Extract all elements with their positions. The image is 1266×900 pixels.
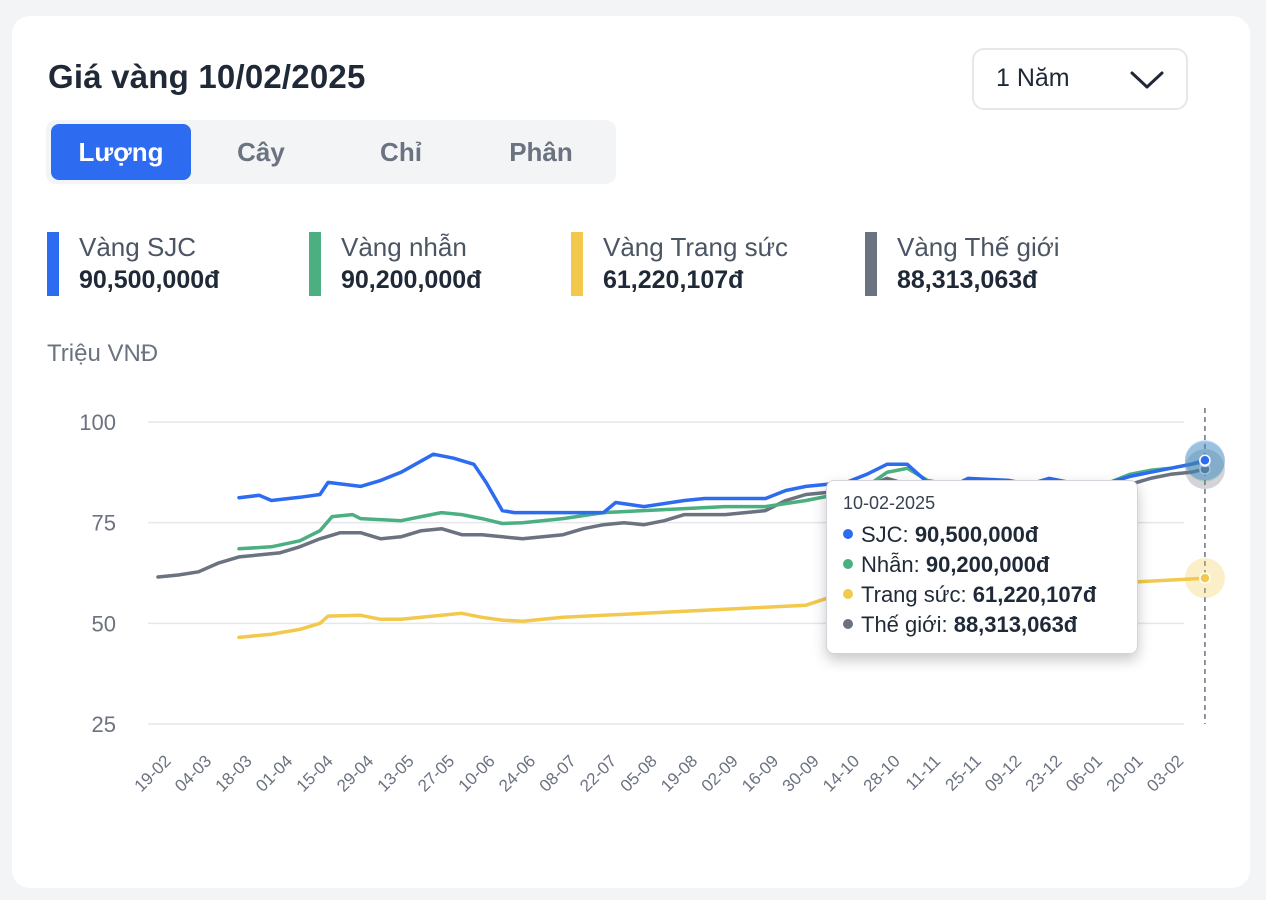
x-tick-label: 08-07 [536, 751, 580, 795]
legend-value: 88,313,063đ [897, 266, 1038, 294]
x-tick-label: 06-01 [1062, 751, 1106, 795]
tab-chi[interactable]: Chỉ [380, 136, 422, 167]
legend-color-bar [865, 232, 877, 296]
unit-tabs: Lượng Cây Chỉ Phân [46, 120, 616, 184]
tooltip-dot [843, 589, 853, 600]
x-tick-label: 23-12 [1022, 751, 1066, 795]
period-select-value: 1 Năm [996, 64, 1070, 92]
tooltip-dot [843, 559, 853, 570]
legend-color-bar [571, 232, 583, 296]
tooltip-label: SJC: [861, 522, 909, 547]
legend-color-bar [309, 232, 321, 296]
legend-value: 90,500,000đ [79, 266, 220, 294]
series-line-0 [237, 452, 1207, 515]
x-tick-label: 13-05 [374, 751, 418, 795]
x-tick-label: 04-03 [171, 751, 215, 795]
period-select[interactable]: 1 Năm [972, 48, 1188, 110]
x-tick-label: 15-04 [293, 751, 337, 795]
x-tick-label: 27-05 [414, 751, 458, 795]
x-tick-label: 11-11 [902, 751, 944, 793]
legend-name: Vàng SJC [79, 232, 197, 262]
tooltip-row-trang-suc: Trang sức: 61,220,107đ [843, 580, 1137, 610]
y-axis-unit-label: Triệu VNĐ [47, 340, 159, 367]
x-tick-label: 25-11 [942, 751, 985, 794]
tooltip-dot [843, 529, 853, 540]
tooltip-row-nhan: Nhẫn: 90,200,000đ [843, 550, 1137, 580]
legend-value: 61,220,107đ [603, 266, 744, 294]
x-tick-label: 30-09 [779, 751, 823, 795]
y-tick-label: 100 [79, 410, 116, 435]
x-tick-label: 09-12 [981, 751, 1025, 795]
tooltip-value: 88,313,063đ [953, 612, 1078, 637]
legend-name: Vàng Trang sức [603, 232, 789, 262]
legend-value: 90,200,000đ [341, 266, 482, 294]
x-tick-label: 28-10 [860, 751, 904, 795]
tooltip-row-sjc: SJC: 90,500,000đ [843, 520, 1137, 550]
x-tick-label: 05-08 [617, 751, 661, 795]
tooltip-value: 90,200,000đ [925, 552, 1050, 577]
hover-point [1199, 572, 1211, 584]
x-tick-label: 14-10 [819, 751, 863, 795]
tab-luong[interactable]: Lượng [51, 124, 191, 180]
legend-name: Vàng nhẫn [341, 232, 467, 262]
chevron-down-icon [1130, 71, 1164, 89]
x-tick-label: 20-01 [1103, 751, 1147, 795]
tooltip-date: 10-02-2025 [843, 493, 936, 513]
y-tick-label: 25 [92, 712, 116, 737]
chart-tooltip: 10-02-2025 SJC: 90,500,000đ Nhẫn: 90,200… [826, 480, 1138, 654]
x-tick-label: 22-07 [576, 751, 620, 795]
tooltip-value: 90,500,000đ [914, 522, 1039, 547]
x-tick-label: 03-02 [1143, 751, 1187, 795]
x-tick-label: 18-03 [212, 751, 256, 795]
x-tick-label: 01-04 [252, 751, 296, 795]
x-tick-label: 19-02 [131, 751, 175, 795]
tooltip-label: Thế giới: [861, 612, 948, 637]
y-tick-label: 75 [92, 511, 116, 536]
tab-phan[interactable]: Phân [509, 136, 573, 167]
tooltip-value: 61,220,107đ [972, 582, 1097, 607]
x-tick-label: 19-08 [657, 751, 701, 795]
tooltip-label: Nhẫn: [861, 552, 920, 577]
y-tick-label: 50 [92, 611, 116, 636]
hover-point [1199, 454, 1211, 467]
legend-name: Vàng Thế giới [897, 232, 1060, 262]
x-tick-label: 10-06 [455, 751, 499, 795]
x-tick-label: 02-09 [698, 751, 742, 795]
x-tick-label: 16-09 [738, 751, 782, 795]
tooltip-row-the-gioi: Thế giới: 88,313,063đ [843, 610, 1137, 640]
tooltip-dot [843, 619, 853, 630]
legend-color-bar [47, 232, 59, 296]
page-title: Giá vàng 10/02/2025 [48, 58, 366, 95]
x-tick-label: 24-06 [495, 751, 539, 795]
tooltip-label: Trang sức: [861, 582, 967, 607]
tab-cay[interactable]: Cây [237, 136, 285, 167]
x-tick-label: 29-04 [333, 751, 377, 795]
